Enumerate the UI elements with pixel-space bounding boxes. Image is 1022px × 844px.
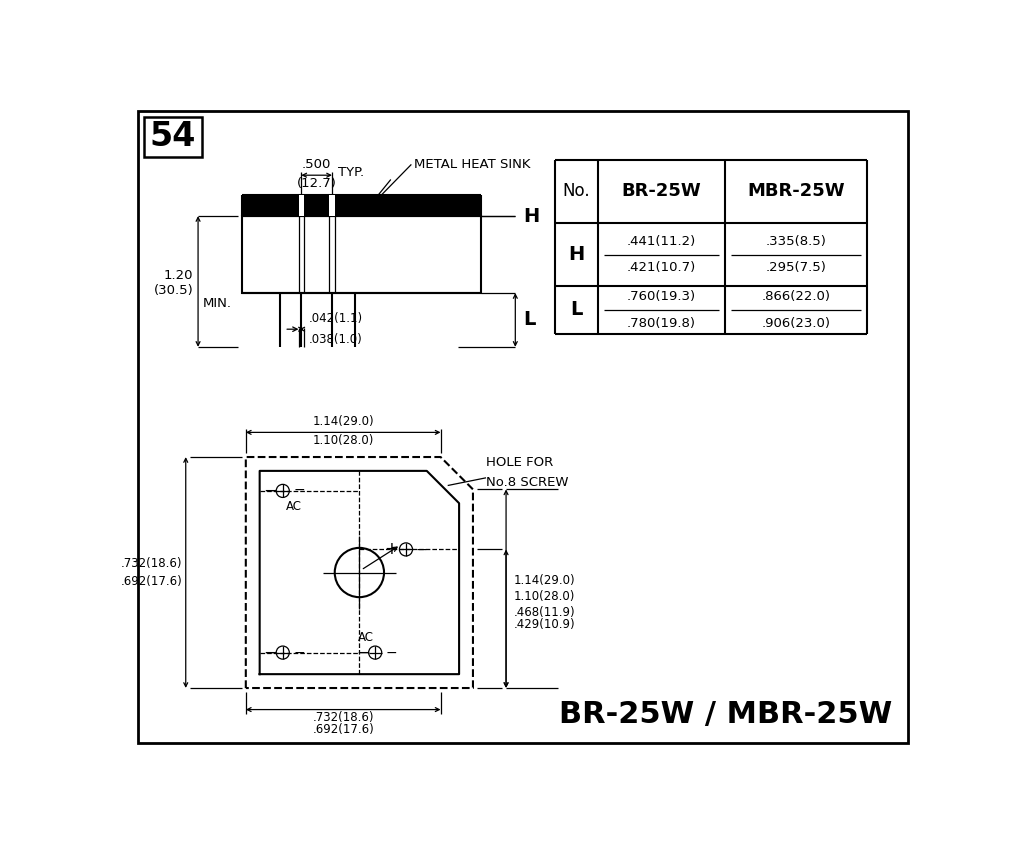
- Text: .866(22.0): .866(22.0): [761, 290, 831, 303]
- Text: 1.10(28.0): 1.10(28.0): [514, 590, 575, 603]
- Bar: [298, 195, 304, 216]
- Text: −: −: [416, 543, 427, 556]
- Text: 1.14(29.0): 1.14(29.0): [313, 414, 374, 428]
- Text: H: H: [568, 245, 585, 264]
- Text: No.8 SCREW: No.8 SCREW: [486, 476, 568, 490]
- Text: BR-25W / MBR-25W: BR-25W / MBR-25W: [559, 700, 892, 728]
- Text: .421(10.7): .421(10.7): [626, 261, 696, 274]
- Text: 1.14(29.0): 1.14(29.0): [514, 575, 575, 587]
- Text: AC: AC: [359, 630, 374, 644]
- Text: AC: AC: [286, 500, 301, 513]
- Text: .732(18.6): .732(18.6): [313, 711, 374, 724]
- Bar: [144, 116, 202, 157]
- Text: .042(1.1): .042(1.1): [309, 312, 363, 325]
- Text: L: L: [570, 300, 583, 319]
- Text: .692(17.6): .692(17.6): [121, 576, 183, 588]
- Text: −: −: [264, 482, 277, 500]
- Text: .906(23.0): .906(23.0): [761, 316, 831, 329]
- Text: .780(19.8): .780(19.8): [626, 316, 696, 329]
- Text: −: −: [293, 646, 306, 660]
- Text: .500: .500: [301, 158, 331, 170]
- Text: H: H: [523, 207, 540, 225]
- Text: .295(7.5): .295(7.5): [765, 261, 827, 274]
- Text: 1.20: 1.20: [164, 268, 193, 282]
- Text: MBR-25W: MBR-25W: [747, 182, 845, 200]
- Text: 54: 54: [150, 120, 196, 154]
- Bar: [242, 195, 480, 216]
- Text: L: L: [523, 311, 536, 329]
- Text: No.: No.: [563, 182, 591, 200]
- Text: MIN.: MIN.: [202, 296, 232, 310]
- Bar: [329, 195, 335, 216]
- Text: .038(1.0): .038(1.0): [309, 333, 363, 346]
- Text: .441(11.2): .441(11.2): [626, 235, 696, 248]
- Text: .760(19.3): .760(19.3): [626, 290, 696, 303]
- Text: HOLE FOR: HOLE FOR: [486, 457, 553, 469]
- Text: BR-25W: BR-25W: [621, 182, 701, 200]
- Text: +: +: [384, 540, 399, 559]
- Text: −: −: [356, 644, 370, 662]
- Bar: [242, 216, 480, 293]
- Text: −: −: [386, 646, 398, 660]
- Text: 1.10(28.0): 1.10(28.0): [313, 434, 374, 447]
- Text: .692(17.6): .692(17.6): [313, 723, 374, 737]
- Text: METAL HEAT SINK: METAL HEAT SINK: [414, 158, 530, 171]
- Text: (30.5): (30.5): [153, 284, 193, 297]
- Text: (12.7): (12.7): [296, 176, 336, 190]
- Text: −: −: [264, 644, 277, 662]
- Text: .732(18.6): .732(18.6): [122, 557, 183, 570]
- Text: .429(10.9): .429(10.9): [514, 619, 575, 631]
- Text: TYP.: TYP.: [338, 165, 364, 179]
- Text: .468(11.9): .468(11.9): [514, 606, 575, 619]
- Text: −: −: [293, 483, 306, 497]
- Text: .335(8.5): .335(8.5): [765, 235, 827, 248]
